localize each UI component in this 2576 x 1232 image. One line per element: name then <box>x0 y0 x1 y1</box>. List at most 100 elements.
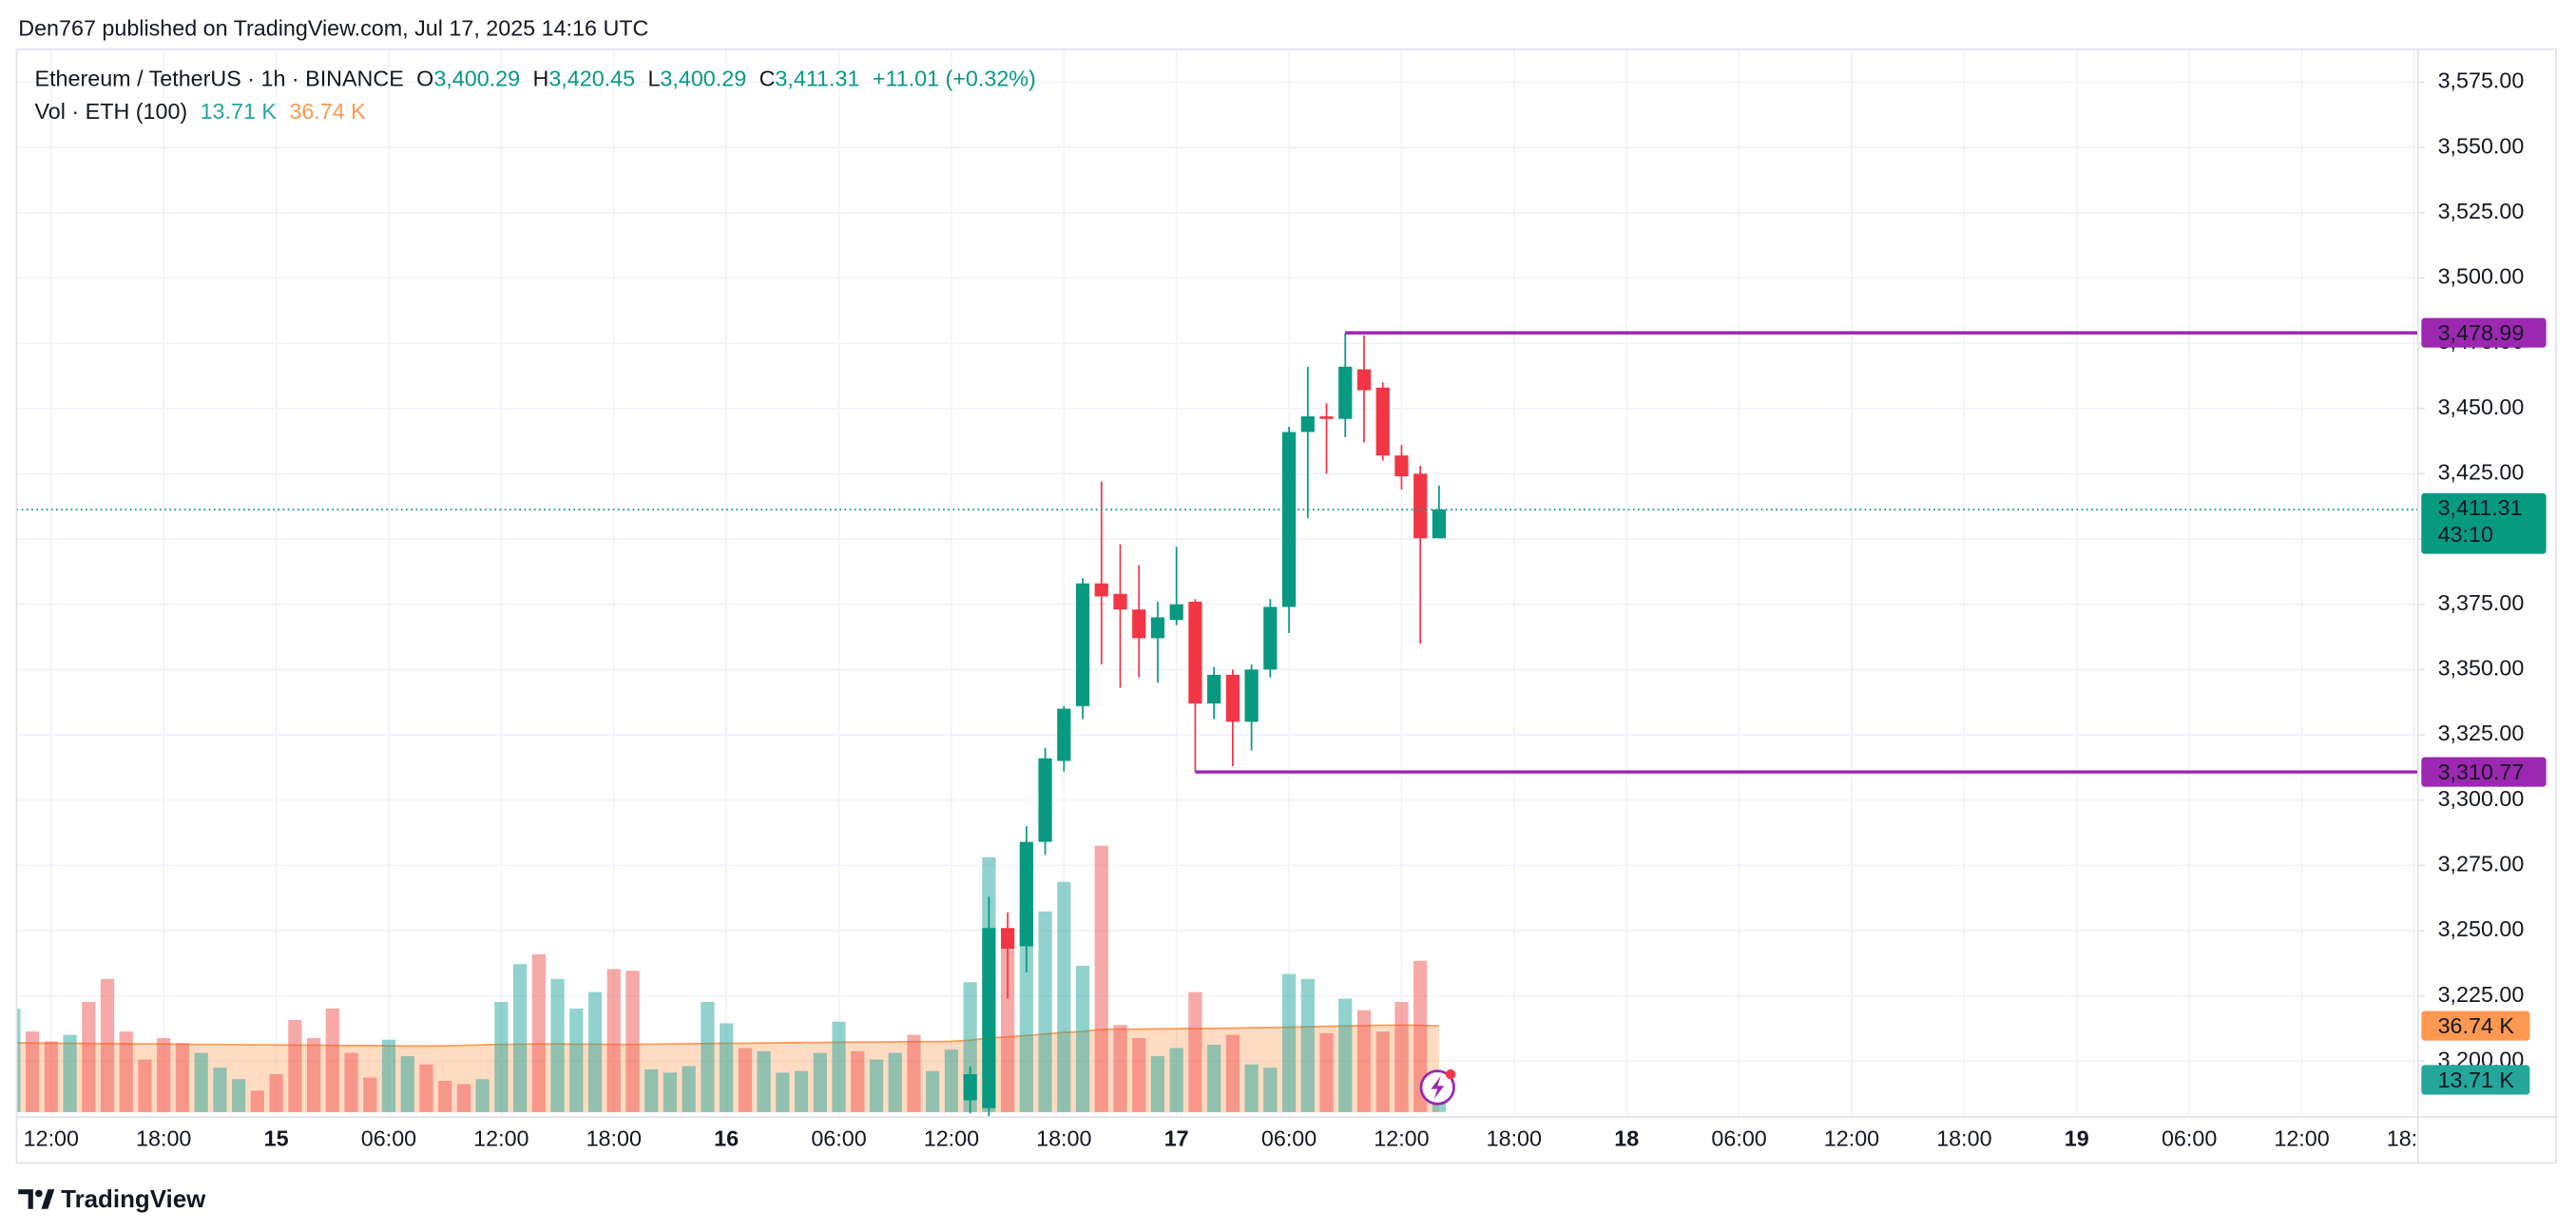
ohlc-letter: O <box>416 67 433 91</box>
level-tag-label: 3,478.99 <box>2438 320 2525 345</box>
candle-body <box>1113 593 1127 610</box>
volume-bar <box>494 1001 509 1112</box>
y-tick-label: 3,500.00 <box>2438 264 2525 289</box>
volume-bar <box>157 1038 171 1112</box>
time-axis: 12:00 18:00 15 06:00 12:00 18:00 16 06:00 12:00 1… <box>24 1126 2418 1150</box>
volume-bar <box>456 1084 471 1112</box>
volume-bar <box>250 1090 264 1112</box>
level-tag <box>2421 757 2547 787</box>
y-tick-label: 3,550.00 <box>2438 133 2525 158</box>
volume-bar <box>1281 973 1297 1112</box>
candle-body <box>1094 583 1108 597</box>
volume-bar <box>1263 1068 1278 1112</box>
volume-bar <box>1113 1025 1127 1112</box>
volume-bar <box>213 1068 227 1112</box>
volume-bar <box>851 1050 865 1112</box>
volume-bar <box>701 1001 715 1112</box>
volume-bar <box>1057 881 1071 1112</box>
volume-bar <box>138 1059 152 1112</box>
volume-tag-label: 13.71 K <box>2438 1068 2515 1092</box>
axes: 3,200.003,225.003,250.003,275.003,300.00… <box>2417 68 2547 1095</box>
volume-ma-value: 36.74 K <box>289 99 366 124</box>
candle-body <box>1188 601 1202 704</box>
volume-bar <box>306 1038 321 1112</box>
volume-bar <box>550 978 565 1112</box>
volume-ma-tag <box>2421 1011 2530 1041</box>
volume-bar <box>100 978 115 1112</box>
volume-bar <box>344 1052 358 1112</box>
volume-bar <box>569 1008 584 1112</box>
volume-bar <box>1244 1064 1259 1112</box>
x-tick-label: 18:00 <box>1036 1126 1091 1150</box>
candle-body <box>1338 366 1353 419</box>
candle-body <box>1225 674 1240 722</box>
x-tick-label: 16 <box>714 1126 739 1150</box>
countdown: 43:10 <box>2438 522 2493 547</box>
volume-bar <box>288 1019 302 1112</box>
level-tag-label: 3,310.77 <box>2438 760 2525 784</box>
ohlc-value: 3,420.45 <box>548 67 635 91</box>
volume-bar <box>325 1008 339 1112</box>
volume-bar <box>119 1031 133 1112</box>
volume-bar <box>25 1031 40 1112</box>
volume-bar <box>1319 1032 1334 1112</box>
volume-bar <box>813 1052 827 1112</box>
volume-bar <box>438 1080 452 1112</box>
volume-title: Vol · ETH (100) <box>35 99 188 124</box>
legend-line: Ethereum / TetherUS · 1h · BINANCE O3,40… <box>35 67 1036 91</box>
volume-bar <box>16 1008 21 1112</box>
volume-bar <box>1207 1044 1221 1112</box>
change: +11.01 (+0.32%) <box>873 67 1036 91</box>
volume-bar <box>776 1072 790 1112</box>
volume-bar <box>269 1074 283 1112</box>
candle-body <box>1001 928 1015 950</box>
candle-body <box>1207 674 1221 704</box>
candle-body <box>1319 415 1334 419</box>
y-tick-label: 3,250.00 <box>2438 916 2525 941</box>
volume-bar <box>1132 1038 1146 1112</box>
volume-bar <box>419 1064 433 1112</box>
x-tick-label: 06:00 <box>1711 1126 1766 1150</box>
candle-body <box>1413 473 1428 539</box>
volume-value: 13.71 K <box>201 99 278 124</box>
x-tick-label: 18:00 <box>136 1126 191 1150</box>
y-tick-label: 3,450.00 <box>2438 395 2525 419</box>
volume-bar <box>381 1039 396 1112</box>
volume-bar <box>794 1070 809 1112</box>
x-tick-label: 12:00 <box>2274 1126 2329 1150</box>
volume-bar <box>720 1023 734 1112</box>
candle-body <box>1432 509 1447 539</box>
publisher-line: Den767 published on TradingView.com, Jul… <box>18 15 648 40</box>
volume-bar <box>738 1048 752 1112</box>
ohlc-letter: H <box>532 67 548 91</box>
volume-bar <box>587 991 603 1112</box>
candle-body <box>1263 606 1278 670</box>
volume-bar <box>644 1068 659 1112</box>
volume-bar <box>531 953 546 1112</box>
volume-bar <box>1001 949 1015 1112</box>
x-tick-label: 18 <box>1614 1126 1639 1150</box>
candle-body <box>1281 432 1297 607</box>
y-tick-label: 3,375.00 <box>2438 590 2525 615</box>
x-tick-label: 18:00 <box>1487 1126 1542 1150</box>
alert-icon <box>1419 1068 1456 1106</box>
candle-body <box>982 928 996 1108</box>
x-tick-label: 06:00 <box>811 1126 866 1150</box>
volume-tag <box>2421 1065 2530 1095</box>
x-tick-label: 12:00 <box>473 1126 529 1150</box>
candle-body <box>1075 583 1090 706</box>
volume-bar <box>400 1056 414 1112</box>
ohlc-value: 3,411.31 <box>775 67 859 91</box>
volume-bar <box>475 1079 490 1112</box>
volume-bar <box>1169 1048 1183 1112</box>
x-tick-label: 12:00 <box>1824 1126 1879 1150</box>
x-tick-label: 19 <box>2065 1126 2089 1150</box>
volume-bar <box>1394 1001 1409 1112</box>
volume-bar <box>175 1043 190 1112</box>
x-tick-label: 18:00 <box>586 1126 642 1150</box>
brand: TradingView <box>61 1186 206 1213</box>
x-tick-label: 12:00 <box>924 1126 979 1150</box>
last-price-label: 3,411.31 <box>2438 495 2523 520</box>
volume-bar <box>1356 1010 1372 1112</box>
